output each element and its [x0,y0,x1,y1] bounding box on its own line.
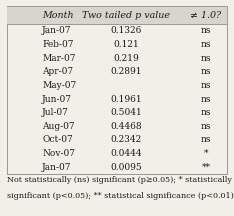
Text: May-07: May-07 [42,81,76,90]
Bar [7,6,227,174]
Text: 0.1326: 0.1326 [111,27,142,35]
Text: ns: ns [201,108,211,117]
Text: Jan-07: Jan-07 [42,27,72,35]
Text: ns: ns [201,67,211,76]
Text: ns: ns [201,27,211,35]
Text: 0.2891: 0.2891 [111,67,142,76]
Text: 0.4468: 0.4468 [110,122,142,131]
Text: Month: Month [42,11,74,20]
Text: Apr-07: Apr-07 [42,67,73,76]
Text: 0.5041: 0.5041 [110,108,142,117]
Text: 0.0444: 0.0444 [110,149,142,158]
Text: Two tailed p value: Two tailed p value [82,11,170,20]
Text: Feb-07: Feb-07 [42,40,74,49]
Bar [7,6,227,24]
Text: ns: ns [201,81,211,90]
Text: ≠ 1.0?: ≠ 1.0? [190,11,222,20]
Text: 0.219: 0.219 [113,54,139,63]
Text: Mar-07: Mar-07 [42,54,76,63]
Text: Oct-07: Oct-07 [42,135,73,144]
Text: ns: ns [201,122,211,131]
Text: 0.2342: 0.2342 [111,135,142,144]
Text: ns: ns [201,95,211,103]
Text: Jul-07: Jul-07 [42,108,69,117]
Text: Jun-07: Jun-07 [42,95,72,103]
Text: 0.121: 0.121 [113,40,139,49]
Text: ns: ns [201,135,211,144]
Text: significant (p<0.05); ** statistical significance (p<0.01).: significant (p<0.05); ** statistical sig… [7,192,234,200]
Text: **: ** [201,163,210,172]
Text: *: * [204,149,208,158]
Text: Nov-07: Nov-07 [42,149,75,158]
Text: Not statistically (ns) significant (p≥0.05); * statistically: Not statistically (ns) significant (p≥0.… [7,176,232,184]
Text: Jan-07: Jan-07 [42,163,72,172]
Text: 0.1961: 0.1961 [110,95,142,103]
Text: ns: ns [201,54,211,63]
Text: 0.0095: 0.0095 [110,163,142,172]
Text: ns: ns [201,40,211,49]
Text: Aug-07: Aug-07 [42,122,75,131]
